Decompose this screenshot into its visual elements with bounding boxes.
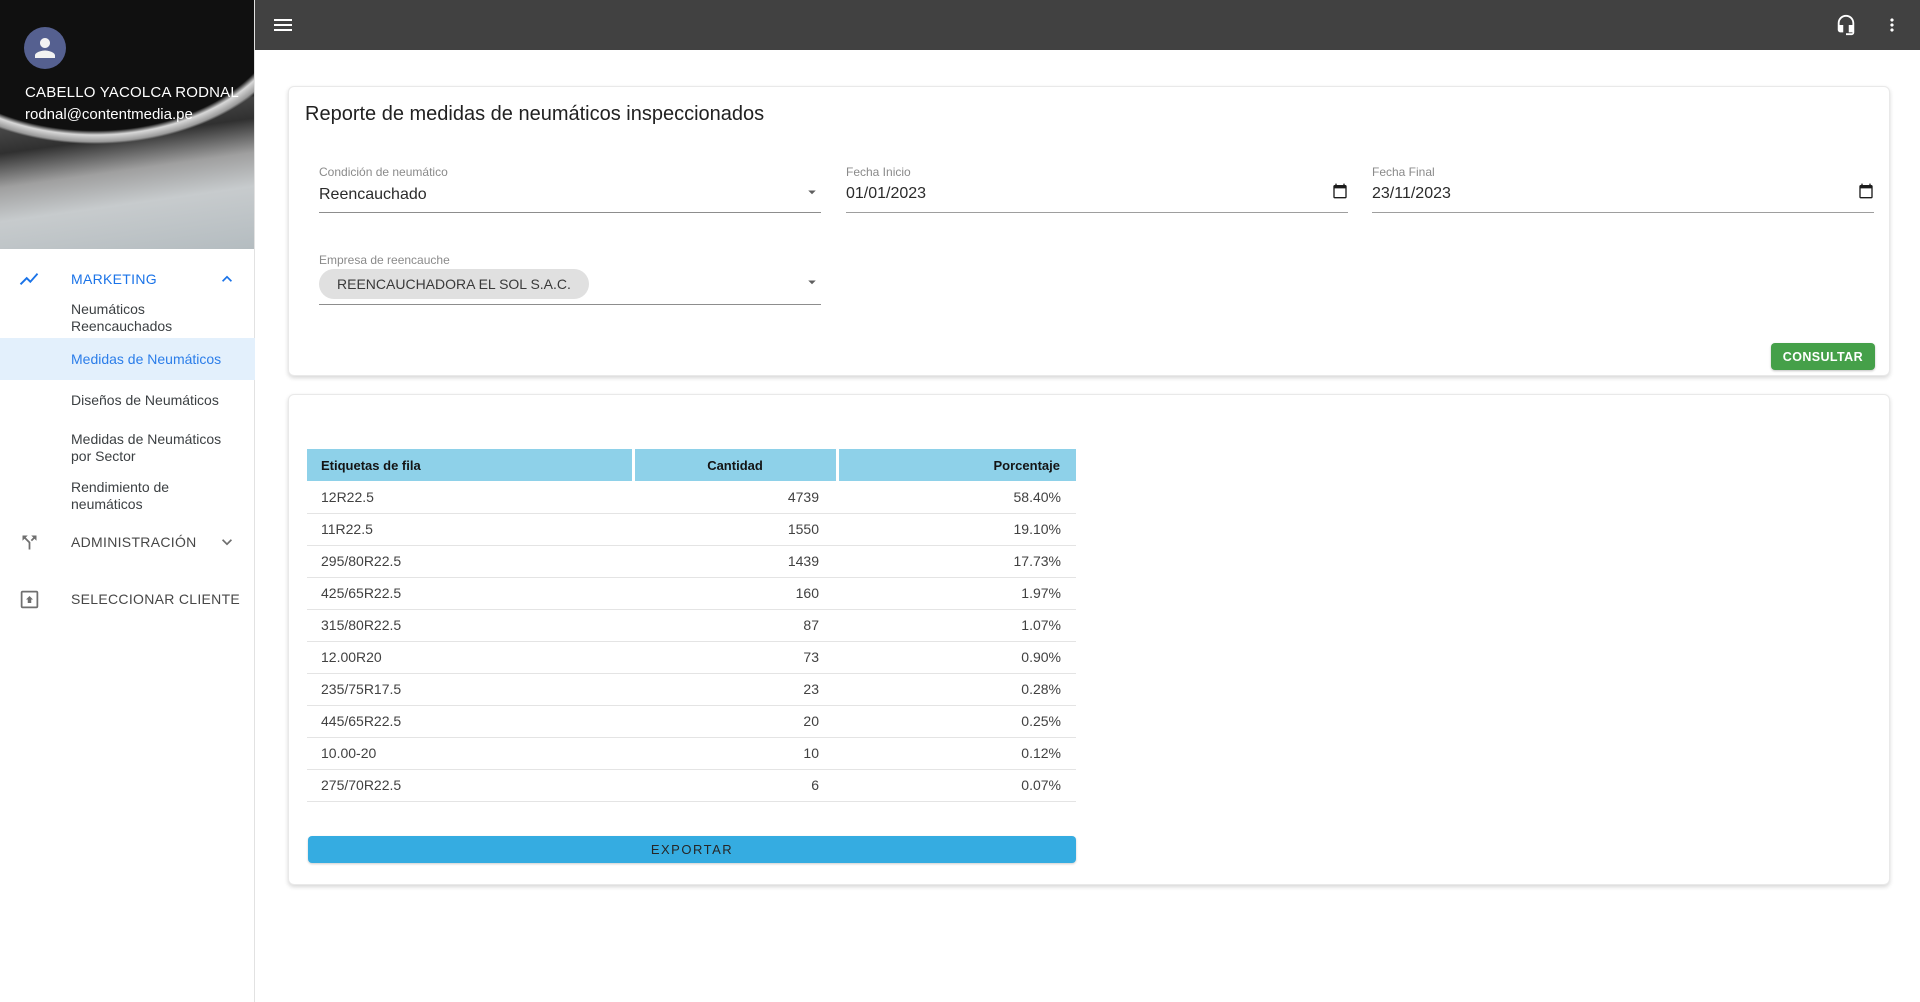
table-row: 275/70R22.5 6 0.07% [307, 769, 1076, 802]
cell-cantidad: 4739 [633, 481, 837, 514]
cell-label: 12.00R20 [307, 641, 633, 674]
cell-cantidad: 20 [633, 705, 837, 738]
results-table: Etiquetas de fila Cantidad Porcentaje 12… [307, 449, 1076, 802]
sidebar-section-label: SELECCIONAR CLIENTE [71, 591, 241, 607]
user-name: CABELLO YACOLCA RODNAL [25, 84, 239, 101]
cell-porcentaje: 1.97% [837, 577, 1076, 610]
cell-porcentaje: 0.25% [837, 705, 1076, 738]
col-header-etiquetas: Etiquetas de fila [307, 449, 633, 481]
table-header-row: Etiquetas de fila Cantidad Porcentaje [307, 449, 1076, 481]
sidebar-section-marketing[interactable]: MARKETING [0, 259, 255, 299]
cell-porcentaje: 0.12% [837, 737, 1076, 770]
dropdown-arrow-icon[interactable] [803, 183, 821, 206]
table-row: 12.00R20 73 0.90% [307, 641, 1076, 674]
start-date-value: 01/01/2023 [846, 184, 927, 202]
exportar-button[interactable]: EXPORTAR [308, 836, 1076, 863]
cell-label: 235/75R17.5 [307, 673, 633, 706]
cell-label: 315/80R22.5 [307, 609, 633, 642]
condition-value: Reencauchado [319, 185, 427, 203]
table-row: 315/80R22.5 87 1.07% [307, 609, 1076, 642]
chevron-up-icon[interactable] [217, 269, 237, 289]
cell-cantidad: 6 [633, 769, 837, 802]
sidebar-item-label: Diseños de Neumáticos [71, 391, 219, 408]
share-box-icon [18, 588, 40, 610]
hamburger-menu-icon[interactable] [263, 5, 303, 45]
end-date-value: 23/11/2023 [1372, 184, 1451, 202]
sidebar-item-label: Neumáticos Reencauchados [71, 301, 173, 334]
sidebar: CABELLO YACOLCA RODNAL rodnal@contentmed… [0, 0, 255, 1002]
table-row: 425/65R22.5 160 1.97% [307, 577, 1076, 610]
cell-label: 10.00-20 [307, 737, 633, 770]
end-date-label: Fecha Final [1372, 165, 1435, 179]
dropdown-arrow-icon[interactable] [803, 273, 821, 296]
sidebar-item-disenos-de-neumaticos[interactable]: Diseños de Neumáticos [0, 380, 255, 420]
table-row: 445/65R22.5 20 0.25% [307, 705, 1076, 738]
end-date-input[interactable]: Fecha Final 23/11/2023 [1372, 165, 1874, 213]
avatar [24, 27, 66, 69]
profile-photo: CABELLO YACOLCA RODNAL rodnal@contentmed… [0, 0, 254, 249]
table-row: 12R22.5 4739 58.40% [307, 481, 1076, 514]
cell-cantidad: 87 [633, 609, 837, 642]
company-chip[interactable]: REENCAUCHADORA EL SOL S.A.C. [319, 269, 589, 299]
sidebar-item-label: Rendimiento de neumáticos [71, 479, 170, 512]
sidebar-item-neumaticos-reencauchados[interactable]: Neumáticos Reencauchados [0, 298, 255, 338]
cell-cantidad: 23 [633, 673, 837, 706]
call-split-icon [18, 531, 40, 553]
line-chart-icon [18, 268, 40, 290]
cell-cantidad: 160 [633, 577, 837, 610]
consultar-button[interactable]: CONSULTAR [1770, 343, 1875, 370]
company-label: Empresa de reencauche [319, 253, 450, 267]
table-row: 295/80R22.5 1439 17.73% [307, 545, 1076, 578]
table-row: 11R22.5 1550 19.10% [307, 513, 1076, 546]
sidebar-section-label: ADMINISTRACIÓN [71, 534, 197, 550]
cell-porcentaje: 19.10% [837, 513, 1076, 546]
sidebar-item-seleccionar-cliente[interactable]: SELECCIONAR CLIENTE [0, 579, 255, 619]
page-title: Reporte de medidas de neumáticos inspecc… [305, 103, 765, 125]
sidebar-item-label: Medidas de Neumáticos [71, 350, 222, 367]
cell-porcentaje: 0.28% [837, 673, 1076, 706]
start-date-label: Fecha Inicio [846, 165, 911, 179]
sidebar-section-label: MARKETING [71, 271, 157, 287]
calendar-icon[interactable] [1858, 183, 1874, 204]
cell-cantidad: 10 [633, 737, 837, 770]
cell-porcentaje: 17.73% [837, 545, 1076, 578]
results-card: Etiquetas de fila Cantidad Porcentaje 12… [288, 394, 1890, 885]
sidebar-item-rendimiento-de-neumaticos[interactable]: Rendimiento de neumáticos [0, 476, 255, 516]
cell-label: 11R22.5 [307, 513, 633, 546]
headset-icon[interactable] [1826, 5, 1866, 45]
cell-cantidad: 73 [633, 641, 837, 674]
col-header-porcentaje: Porcentaje [835, 449, 1076, 481]
user-email: rodnal@contentmedia.pe [25, 106, 193, 123]
cell-label: 425/65R22.5 [307, 577, 633, 610]
sidebar-section-administracion[interactable]: ADMINISTRACIÓN [0, 522, 255, 562]
start-date-input[interactable]: Fecha Inicio 01/01/2023 [846, 165, 1348, 213]
sidebar-item-label: Medidas de Neumáticos por Sector [71, 431, 222, 464]
cell-cantidad: 1439 [633, 545, 837, 578]
col-header-cantidad: Cantidad [631, 449, 837, 481]
cell-label: 445/65R22.5 [307, 705, 633, 738]
table-row: 10.00-20 10 0.12% [307, 737, 1076, 770]
condition-label: Condición de neumático [319, 165, 448, 179]
chevron-down-icon[interactable] [217, 532, 237, 552]
condition-select[interactable]: Condición de neumático Reencauchado [319, 165, 821, 213]
cell-porcentaje: 1.07% [837, 609, 1076, 642]
person-icon [35, 38, 55, 58]
sidebar-item-medidas-de-neumaticos[interactable]: Medidas de Neumáticos [0, 338, 255, 380]
cell-label: 275/70R22.5 [307, 769, 633, 802]
topbar [255, 0, 1920, 50]
cell-label: 295/80R22.5 [307, 545, 633, 578]
cell-cantidad: 1550 [633, 513, 837, 546]
filters-card: Reporte de medidas de neumáticos inspecc… [288, 86, 1890, 376]
table-row: 235/75R17.5 23 0.28% [307, 673, 1076, 706]
cell-porcentaje: 0.07% [837, 769, 1076, 802]
sidebar-item-medidas-por-sector[interactable]: Medidas de Neumáticos por Sector [0, 420, 255, 476]
cell-label: 12R22.5 [307, 481, 633, 514]
kebab-menu-icon[interactable] [1872, 5, 1912, 45]
cell-porcentaje: 58.40% [837, 481, 1076, 514]
cell-porcentaje: 0.90% [837, 641, 1076, 674]
company-select[interactable]: Empresa de reencauche REENCAUCHADORA EL … [319, 253, 821, 305]
calendar-icon[interactable] [1332, 183, 1348, 204]
